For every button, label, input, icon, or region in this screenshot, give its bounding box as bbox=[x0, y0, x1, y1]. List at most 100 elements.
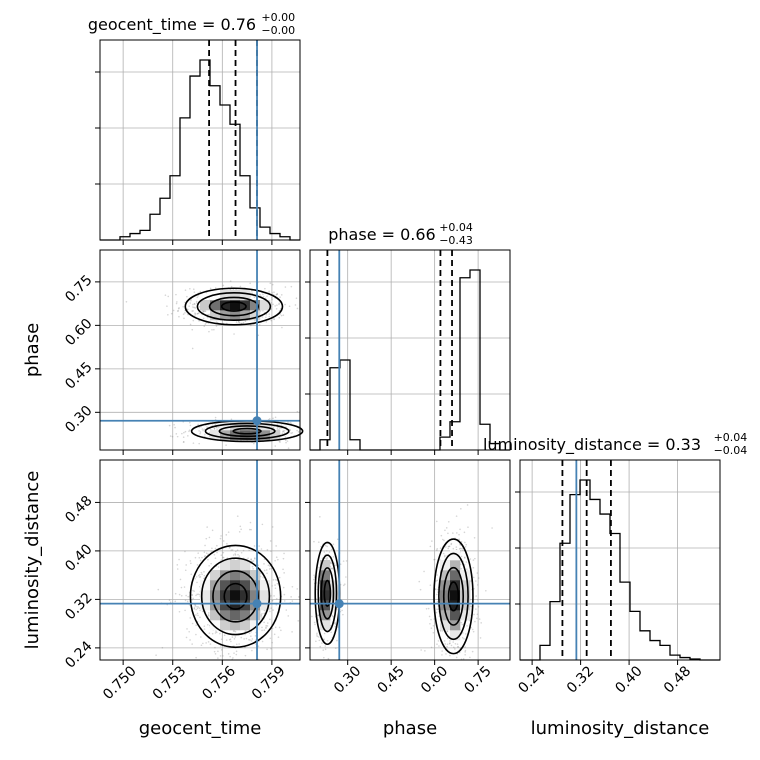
sample-point bbox=[189, 323, 192, 326]
sample-point bbox=[204, 323, 207, 325]
density-cell bbox=[230, 420, 241, 431]
sample-point bbox=[448, 642, 451, 645]
sample-point bbox=[207, 641, 210, 643]
sample-point bbox=[423, 570, 425, 573]
sample-point bbox=[242, 321, 245, 324]
sample-point bbox=[196, 296, 199, 299]
sample-point bbox=[192, 306, 194, 308]
sample-point bbox=[266, 648, 268, 651]
histogram-step-luminosity_distance bbox=[520, 479, 720, 661]
y-tick-label-phase-1: 0.45 bbox=[62, 359, 95, 392]
sample-point bbox=[330, 562, 333, 565]
sample-point bbox=[316, 632, 318, 635]
sample-point bbox=[173, 423, 175, 426]
sample-point bbox=[271, 298, 273, 301]
joint-geocent_time-luminosity_distance-frame bbox=[99, 459, 301, 661]
sample-point bbox=[280, 314, 283, 317]
sample-point bbox=[455, 515, 458, 517]
sample-point bbox=[474, 620, 476, 623]
sample-point bbox=[125, 301, 128, 303]
sample-point bbox=[197, 593, 200, 596]
sample-point bbox=[253, 545, 256, 547]
sample-point bbox=[198, 556, 201, 559]
sample-point bbox=[239, 525, 242, 528]
sample-point bbox=[460, 540, 463, 543]
density-cell bbox=[210, 430, 221, 441]
sample-point bbox=[195, 594, 197, 597]
density-cell bbox=[210, 620, 221, 631]
sample-point bbox=[439, 630, 442, 632]
sample-point bbox=[271, 627, 274, 630]
sample-point bbox=[218, 426, 220, 429]
sample-point bbox=[274, 559, 276, 562]
sample-point bbox=[185, 594, 187, 597]
sample-point bbox=[169, 435, 172, 437]
density-cell bbox=[460, 590, 471, 601]
sample-point bbox=[460, 621, 463, 624]
contour-phase-luminosity_distance-mode0-level2 bbox=[317, 554, 338, 633]
sample-point bbox=[283, 552, 285, 555]
sample-point bbox=[211, 329, 213, 331]
sample-point bbox=[316, 634, 318, 636]
sample-point bbox=[343, 584, 345, 587]
sample-point bbox=[194, 314, 196, 316]
sample-point bbox=[225, 639, 228, 641]
sample-point bbox=[177, 309, 179, 312]
sample-point bbox=[317, 636, 320, 638]
sample-point bbox=[214, 557, 217, 560]
sample-point bbox=[250, 558, 253, 561]
density-cell bbox=[330, 580, 341, 591]
sample-point bbox=[204, 433, 206, 436]
sample-point bbox=[441, 538, 444, 541]
sample-point bbox=[297, 431, 300, 433]
sample-point bbox=[266, 548, 269, 551]
sample-point bbox=[249, 282, 251, 285]
density-cell bbox=[260, 420, 271, 431]
sample-point bbox=[206, 526, 208, 528]
sample-point bbox=[191, 310, 193, 312]
density-cell bbox=[260, 300, 271, 311]
sample-point bbox=[201, 573, 203, 576]
sample-point bbox=[455, 546, 458, 548]
density-cell bbox=[240, 580, 251, 591]
contour-geocent_time-phase-mode1-level1 bbox=[218, 425, 276, 438]
sample-point bbox=[274, 445, 277, 447]
sample-point bbox=[450, 543, 453, 546]
sample-point bbox=[232, 630, 235, 632]
density-cell bbox=[220, 600, 231, 611]
sample-point bbox=[226, 322, 228, 325]
sample-point bbox=[268, 313, 271, 315]
density-cell bbox=[250, 570, 261, 581]
sample-point bbox=[196, 612, 199, 615]
sample-point bbox=[223, 634, 226, 637]
sample-point bbox=[278, 626, 281, 629]
sample-point bbox=[190, 299, 192, 302]
sample-point bbox=[214, 646, 216, 649]
sample-point bbox=[290, 285, 293, 288]
sample-point bbox=[164, 294, 167, 296]
x-axis-label-geocent_time: geocent_time bbox=[139, 718, 262, 739]
density-cell bbox=[230, 580, 241, 591]
sample-point bbox=[183, 441, 185, 443]
sample-point bbox=[260, 615, 263, 617]
density-cell bbox=[230, 560, 241, 571]
sample-point bbox=[190, 573, 193, 576]
sample-point bbox=[260, 617, 263, 619]
sample-point bbox=[263, 569, 266, 572]
sample-point bbox=[231, 636, 234, 638]
sample-point bbox=[208, 536, 211, 539]
sample-point bbox=[183, 431, 185, 434]
sample-point bbox=[215, 321, 218, 323]
sample-point bbox=[311, 615, 313, 618]
sample-point bbox=[250, 640, 253, 642]
sample-point bbox=[192, 310, 194, 312]
density-cell bbox=[250, 300, 261, 311]
sample-point bbox=[283, 429, 286, 432]
sample-point bbox=[265, 626, 267, 629]
sample-point bbox=[296, 588, 299, 590]
sample-point bbox=[235, 650, 238, 653]
sample-point bbox=[275, 556, 278, 559]
sample-point bbox=[179, 578, 182, 581]
sample-point bbox=[225, 534, 228, 536]
sample-point bbox=[454, 642, 457, 645]
